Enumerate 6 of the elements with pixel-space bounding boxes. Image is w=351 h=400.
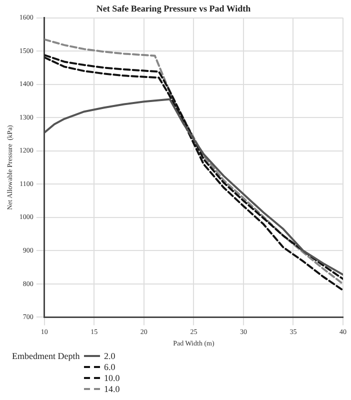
- chart-title: Net Safe Bearing Pressure vs Pad Width: [96, 4, 251, 14]
- legend-title: Embedment Depth: [12, 350, 81, 360]
- legend-label: 14.0: [104, 384, 120, 394]
- legend-label: 2.0: [104, 350, 116, 360]
- legend-label: 6.0: [104, 362, 116, 372]
- legend-label: 10.0: [104, 372, 120, 382]
